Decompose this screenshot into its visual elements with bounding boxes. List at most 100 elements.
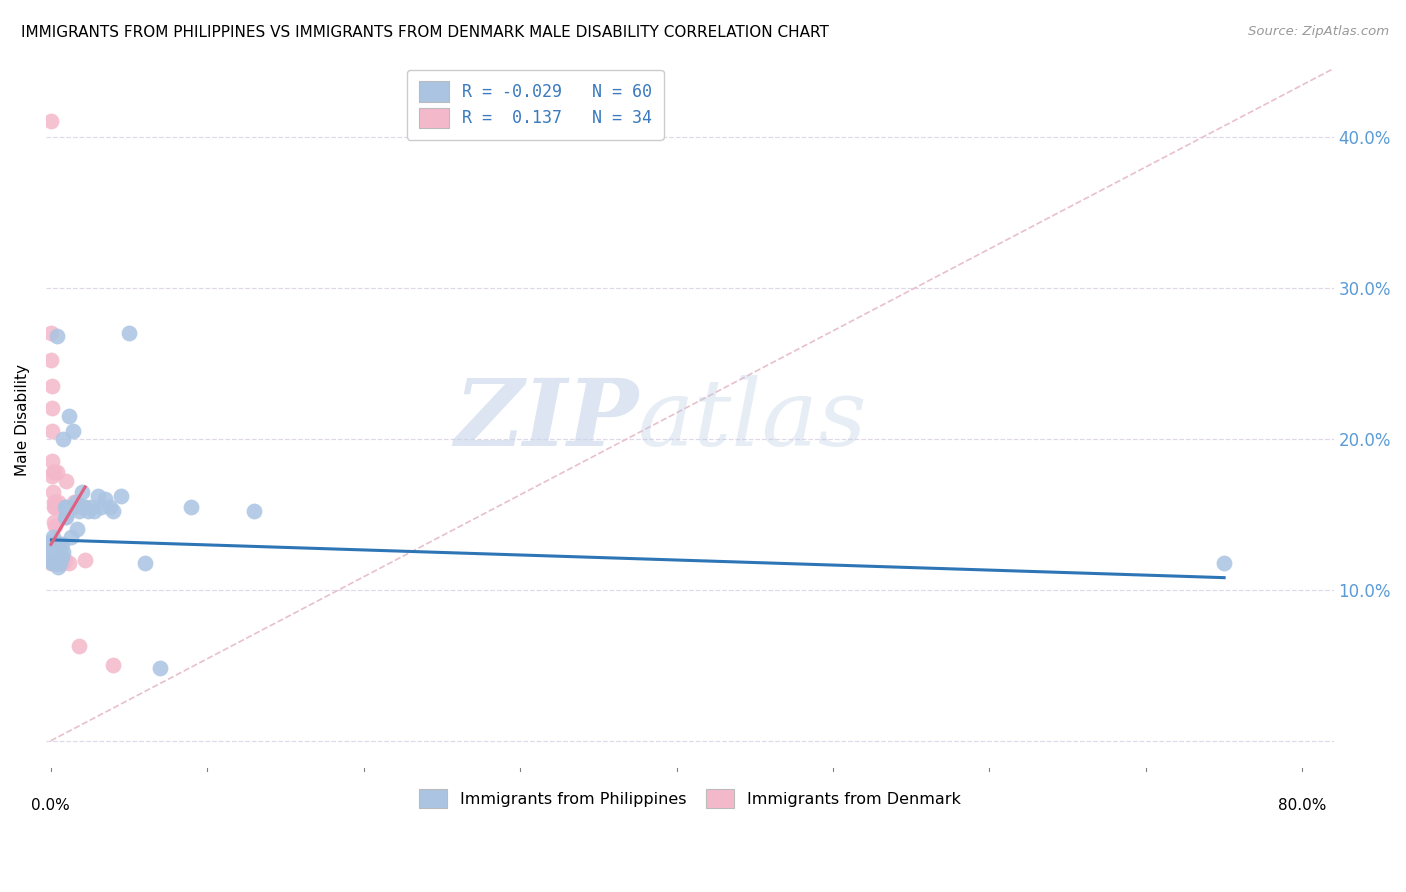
Point [48, 552, 70, 566]
Point [42, 500, 65, 514]
Point [72, 500, 94, 514]
Point [41, 401, 63, 416]
Point [42, 541, 65, 555]
Point [243, 504, 266, 518]
Point [94, 492, 117, 507]
Point [55, 474, 77, 488]
Y-axis label: Male Disability: Male Disability [15, 364, 30, 475]
Point [49, 545, 72, 559]
Text: 80.0%: 80.0% [1278, 798, 1326, 814]
Point [44, 500, 66, 514]
Text: ZIP: ZIP [454, 375, 638, 465]
Point [48, 560, 70, 574]
Point [45, 329, 67, 343]
Point [42, 549, 65, 564]
Point [58, 556, 80, 570]
Point [51, 537, 73, 551]
Point [42, 465, 65, 479]
Point [80, 500, 103, 514]
Point [103, 658, 125, 673]
Point [44, 537, 66, 551]
Point [41, 552, 63, 566]
Point [44, 495, 66, 509]
Point [41, 541, 63, 555]
Point [52, 432, 75, 446]
Point [41, 469, 63, 483]
Point [45, 556, 67, 570]
Point [98, 500, 121, 514]
Text: 0.0%: 0.0% [31, 798, 70, 814]
Point [45, 465, 67, 479]
Point [39, 114, 62, 128]
Point [118, 326, 141, 340]
Point [49, 549, 72, 564]
Point [55, 510, 77, 524]
Point [134, 556, 156, 570]
Point [41, 537, 63, 551]
Point [65, 495, 87, 509]
Point [41, 534, 63, 549]
Point [90, 500, 112, 514]
Point [51, 556, 73, 570]
Point [180, 500, 202, 514]
Point [42, 515, 65, 529]
Point [53, 500, 76, 514]
Point [42, 530, 65, 544]
Point [60, 530, 83, 544]
Point [41, 549, 63, 564]
Point [58, 409, 80, 423]
Point [48, 495, 70, 509]
Point [67, 639, 90, 653]
Point [53, 510, 76, 524]
Point [56, 504, 79, 518]
Point [110, 489, 132, 503]
Point [39, 556, 62, 570]
Point [41, 378, 63, 392]
Point [75, 552, 97, 566]
Text: atlas: atlas [638, 375, 868, 465]
Point [42, 545, 65, 559]
Point [62, 424, 84, 438]
Point [67, 504, 90, 518]
Point [51, 549, 73, 564]
Point [75, 500, 97, 514]
Point [45, 549, 67, 564]
Point [86, 489, 108, 503]
Point [49, 537, 72, 551]
Point [103, 504, 125, 518]
Point [41, 353, 63, 368]
Point [41, 454, 63, 468]
Text: Source: ZipAtlas.com: Source: ZipAtlas.com [1249, 25, 1389, 38]
Point [49, 556, 72, 570]
Point [44, 519, 66, 533]
Point [52, 556, 75, 570]
Point [41, 556, 63, 570]
Point [44, 549, 66, 564]
Point [52, 545, 75, 559]
Point [1213, 556, 1236, 570]
Point [63, 500, 86, 514]
Point [41, 545, 63, 559]
Legend: Immigrants from Philippines, Immigrants from Denmark: Immigrants from Philippines, Immigrants … [411, 781, 969, 816]
Point [51, 552, 73, 566]
Point [77, 504, 100, 518]
Point [70, 484, 93, 499]
Point [53, 552, 76, 566]
Point [45, 537, 67, 551]
Point [55, 500, 77, 514]
Point [45, 556, 67, 570]
Text: IMMIGRANTS FROM PHILIPPINES VS IMMIGRANTS FROM DENMARK MALE DISABILITY CORRELATI: IMMIGRANTS FROM PHILIPPINES VS IMMIGRANT… [21, 25, 830, 40]
Point [42, 556, 65, 570]
Point [44, 545, 66, 559]
Point [48, 556, 70, 570]
Point [41, 326, 63, 340]
Point [63, 495, 86, 509]
Point [66, 522, 89, 536]
Point [42, 537, 65, 551]
Point [41, 424, 63, 438]
Point [48, 541, 70, 555]
Point [41, 484, 63, 499]
Point [83, 504, 105, 518]
Point [42, 465, 65, 479]
Point [44, 556, 66, 570]
